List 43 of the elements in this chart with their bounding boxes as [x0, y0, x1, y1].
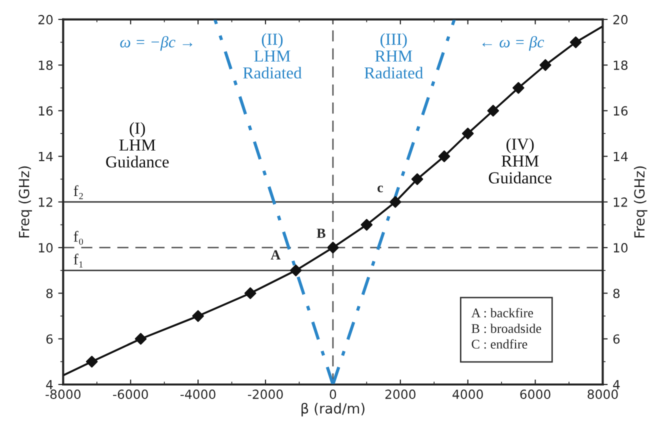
y-tick-label: 6 [46, 334, 53, 344]
y2-tick-label: 10 [614, 243, 628, 253]
ref-line-label: f₁ [74, 254, 83, 268]
y-tick-label: 16 [38, 106, 53, 116]
x-axis-title: β (rad/m) [302, 402, 364, 416]
y2-tick-label: 6 [613, 334, 620, 344]
annotation: ω = −βc → [120, 36, 192, 51]
annotation: (IV) RHM Guidance [488, 138, 552, 184]
y2-axis-title: Freq (GHz) [634, 166, 648, 238]
y2-tick-label: 8 [613, 288, 620, 298]
y-tick-label: 12 [38, 197, 52, 207]
annotation: (III) RHM Radiated [364, 33, 424, 79]
ref-line-label: f₂ [74, 185, 83, 200]
y2-tick-label: 16 [614, 106, 628, 116]
annotation: B [316, 228, 326, 238]
y-tick-label: 10 [38, 243, 53, 253]
y-tick-label: 4 [46, 380, 53, 390]
x-tick-label: 6000 [520, 390, 550, 400]
x-tick-label: 0 [330, 390, 336, 400]
y2-tick-label: 12 [614, 197, 628, 207]
x-tick-label: 8000 [588, 390, 618, 400]
annotation: A : backfire B : broadside C : endfire [471, 308, 542, 349]
y-tick-label: 8 [46, 288, 53, 298]
y-tick-label: 20 [38, 14, 53, 24]
x-tick-label: 2000 [385, 390, 416, 400]
y2-tick-label: 4 [613, 380, 620, 390]
y2-tick-label: 18 [614, 60, 628, 70]
ref-line-label: f₀ [74, 230, 83, 245]
annotation: ← ω = βc [482, 36, 544, 51]
x-tick-label: -4000 [180, 390, 216, 400]
annotation: c [378, 186, 383, 192]
y-tick-label: 14 [38, 152, 53, 162]
annotation: (II) LHM Radiated [243, 33, 302, 79]
x-tick-label: -2000 [248, 390, 283, 400]
annotation: A [270, 250, 281, 260]
annotation: (I) LHM Guidance [106, 122, 169, 168]
y2-tick-label: 20 [613, 14, 628, 24]
x-tick-label: 4000 [452, 390, 483, 400]
x-tick-label: -8000 [46, 390, 80, 400]
y-axis-title: Freq (GHz) [18, 166, 32, 238]
y2-tick-label: 14 [614, 152, 628, 162]
y-tick-label: 18 [38, 60, 53, 70]
x-tick-label: -6000 [113, 390, 148, 400]
